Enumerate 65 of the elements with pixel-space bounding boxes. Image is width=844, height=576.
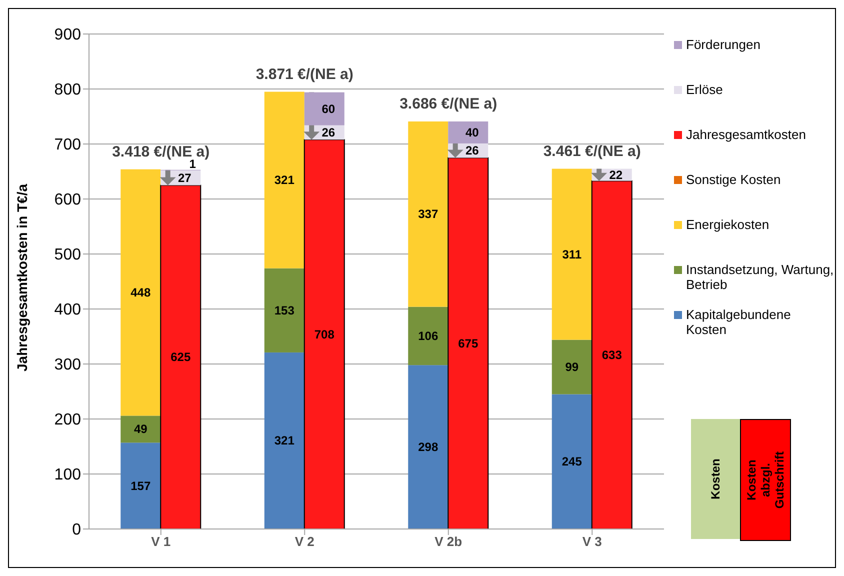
data-label: 26 [322, 125, 336, 140]
bar [408, 365, 448, 529]
bar [552, 394, 592, 529]
y-tick-label: 900 [54, 26, 82, 44]
bar [552, 340, 592, 394]
data-label: 321 [274, 173, 295, 188]
stack-key: Kosten Kosten abzgl. Gutschrift [691, 419, 791, 541]
y-tick-label: 700 [54, 136, 82, 154]
y-tick-label: 200 [54, 412, 82, 429]
x-tick-label: V 2 [294, 534, 314, 550]
legend-label: Förderungen [686, 37, 760, 52]
bar [408, 306, 448, 366]
legend-label: Erlöse [686, 82, 723, 97]
data-label: 675 [458, 336, 478, 350]
bar [552, 168, 592, 340]
data-label: 298 [418, 440, 438, 454]
legend-label: Jahresgesamtkosten [686, 127, 806, 142]
y-axis-title: Jahresgesamtkosten in T€/a [14, 184, 30, 372]
bar [448, 121, 488, 144]
legend-label: Sonstige Kosten [686, 172, 781, 187]
x-tick-label: V 1 [151, 534, 171, 550]
bar [160, 184, 202, 529]
legend-label: Kapitalgebundene Kosten [686, 307, 792, 337]
y-tick-label: 800 [54, 82, 82, 99]
data-label: 633 [602, 348, 622, 362]
data-label: 337 [418, 207, 438, 222]
annotation: 3.461 €/(NE a) [543, 142, 641, 160]
x-tick-label: V 2b [434, 534, 462, 550]
y-tick-label: 0 [72, 522, 82, 539]
bar [591, 180, 632, 529]
data-label: 40 [465, 125, 480, 140]
bar [448, 157, 489, 529]
y-tick-label: 600 [54, 192, 82, 209]
data-label: 245 [562, 454, 582, 469]
data-label: 321 [274, 434, 295, 448]
data-label: 49 [134, 422, 148, 436]
annotation: 3.871 €/(NE a) [256, 66, 354, 83]
data-label: 311 [562, 247, 582, 262]
bar [120, 169, 161, 416]
data-label: 708 [314, 327, 335, 342]
data-label: 22 [609, 168, 623, 182]
bar [408, 121, 448, 307]
legend-label: Instandsetzung, Wartung, Betrieb [686, 262, 834, 292]
data-label: 157 [130, 478, 151, 493]
data-label: 106 [418, 328, 438, 343]
bar [264, 352, 304, 529]
bar [304, 139, 345, 529]
data-label: 26 [465, 144, 480, 158]
legend-label: Energiekosten [686, 217, 770, 232]
data-label: 99 [565, 360, 579, 374]
bar [264, 268, 304, 352]
bar [120, 416, 161, 443]
data-label: 27 [178, 170, 192, 185]
bar [120, 442, 161, 529]
data-label: 625 [170, 350, 191, 364]
bar [264, 92, 304, 268]
y-tick-label: 500 [54, 246, 82, 264]
annotation: 3.686 €/(NE a) [400, 95, 498, 112]
data-label: 60 [322, 102, 336, 116]
data-label: 153 [274, 303, 295, 318]
y-tick-label: 100 [54, 466, 82, 484]
y-tick-label: 300 [54, 356, 82, 374]
x-tick-label: V 3 [582, 534, 602, 550]
y-tick-label: 400 [54, 302, 82, 319]
data-label: 448 [130, 286, 151, 300]
